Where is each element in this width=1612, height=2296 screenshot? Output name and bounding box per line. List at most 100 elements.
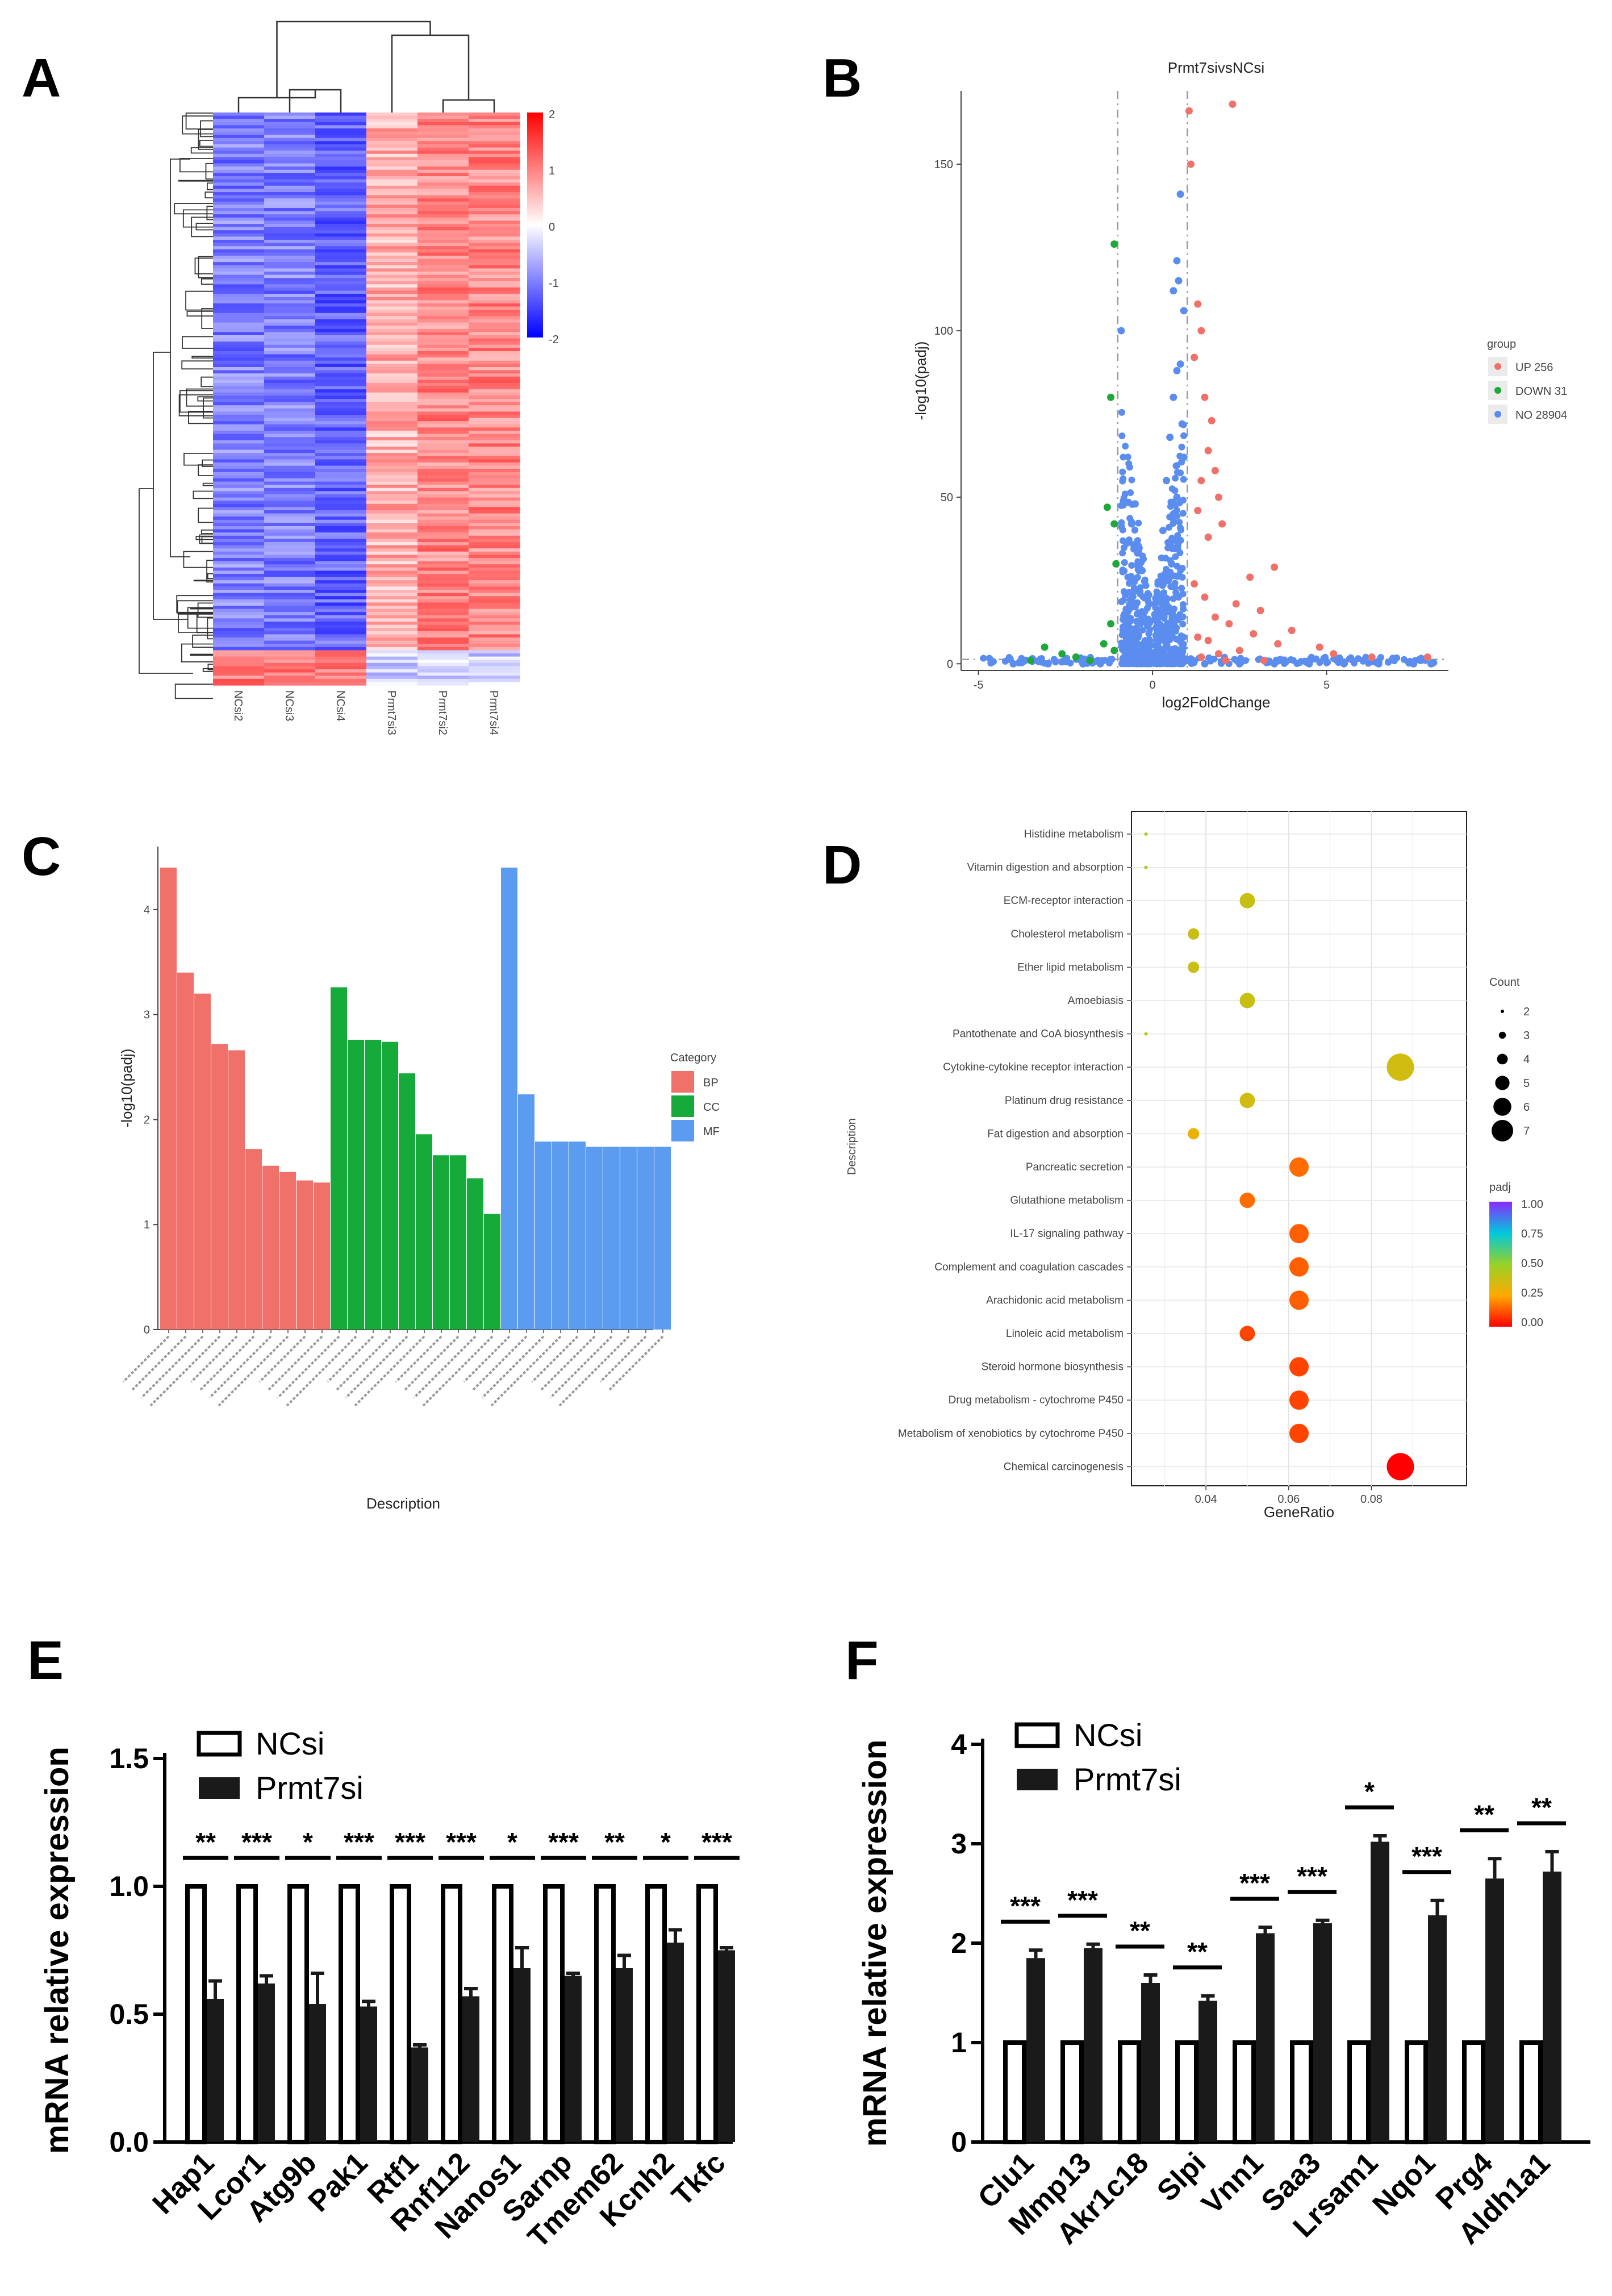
heatmap-cell bbox=[366, 115, 418, 119]
data-point bbox=[1110, 520, 1118, 528]
heatmap-cell bbox=[366, 548, 418, 552]
heatmap-cell bbox=[417, 287, 469, 291]
heatmap-cell bbox=[417, 233, 469, 237]
heatmap-cell bbox=[417, 443, 469, 447]
heatmap-cell bbox=[213, 195, 265, 199]
heatmap-cell bbox=[469, 389, 520, 393]
data-point bbox=[1110, 240, 1118, 248]
row-label: Platinum drug resistance bbox=[1005, 1095, 1124, 1107]
heatmap-cell bbox=[366, 415, 418, 419]
heatmap-cell bbox=[213, 580, 265, 584]
significance-label: *** bbox=[1239, 1868, 1270, 1898]
heatmap-cell bbox=[417, 189, 469, 193]
heatmap-cell bbox=[315, 153, 367, 157]
x-tick-label-rotated bbox=[190, 1335, 238, 1383]
heatmap-cell bbox=[469, 637, 520, 641]
category-label: Tkfc bbox=[666, 2146, 732, 2212]
heatmap-cell bbox=[264, 421, 316, 425]
heatmap-cell bbox=[213, 590, 265, 594]
x-tick-label-rotated bbox=[549, 1335, 613, 1399]
bar-prmt7si bbox=[1313, 1923, 1332, 2142]
heatmap-cell bbox=[366, 653, 418, 657]
heatmap-cell bbox=[366, 593, 418, 597]
heatmap-cell bbox=[315, 332, 367, 336]
heatmap-cell bbox=[213, 373, 265, 377]
heatmap-cell bbox=[469, 284, 520, 288]
point-no bbox=[1255, 656, 1262, 663]
heatmap-cell bbox=[417, 656, 469, 660]
heatmap-cell bbox=[366, 173, 418, 177]
heatmap-cell bbox=[315, 418, 367, 422]
x-tick-label-rotated bbox=[558, 1335, 630, 1407]
heatmap-cell bbox=[315, 131, 367, 135]
point-no bbox=[1418, 655, 1425, 662]
heatmap-cell bbox=[213, 475, 265, 479]
heatmap-cell bbox=[315, 189, 367, 193]
point-no bbox=[1067, 659, 1074, 666]
significance-label: *** bbox=[1010, 1891, 1041, 1920]
heatmap-cell bbox=[264, 364, 316, 368]
heatmap-cell bbox=[469, 185, 520, 189]
heatmap-cell bbox=[264, 622, 316, 626]
point-no bbox=[1277, 656, 1284, 663]
data-point bbox=[1305, 660, 1313, 668]
heatmap-cell bbox=[469, 634, 520, 638]
heatmap-cell bbox=[315, 312, 367, 316]
heatmap-cell bbox=[417, 319, 469, 323]
bar-prmt7si bbox=[1428, 1915, 1447, 2142]
heatmap-cell bbox=[213, 173, 265, 177]
heatmap-cell bbox=[264, 217, 316, 221]
heatmap-cell bbox=[417, 147, 469, 151]
heatmap-cell bbox=[417, 201, 469, 205]
point-no bbox=[1121, 559, 1128, 566]
heatmap-cell bbox=[417, 676, 469, 680]
point-no bbox=[1139, 626, 1146, 634]
point-no bbox=[1172, 474, 1179, 482]
heatmap-cell bbox=[469, 322, 520, 326]
point-no bbox=[1175, 594, 1182, 601]
dot bbox=[1289, 1357, 1309, 1377]
heatmap-cell bbox=[315, 166, 367, 170]
heatmap-cell bbox=[264, 647, 316, 651]
heatmap-cell bbox=[417, 519, 469, 523]
point-no bbox=[1171, 647, 1178, 654]
heatmap-cell bbox=[469, 606, 520, 610]
heatmap-cell bbox=[213, 618, 265, 622]
y-tick-label: 0.5 bbox=[109, 1998, 149, 2030]
bar bbox=[160, 867, 177, 1330]
heatmap-cell bbox=[366, 628, 418, 632]
data-point bbox=[1110, 647, 1118, 655]
heatmap-cell bbox=[315, 402, 367, 406]
heatmap-cell bbox=[417, 424, 469, 428]
point-no bbox=[1126, 580, 1133, 587]
heatmap-cell bbox=[264, 294, 316, 298]
row-label: Cytokine-cytokine receptor interaction bbox=[943, 1061, 1124, 1073]
heatmap-cell bbox=[469, 449, 520, 453]
heatmap-cell bbox=[264, 274, 316, 278]
bar-ncsi bbox=[185, 1884, 207, 2144]
data-point bbox=[1124, 633, 1132, 641]
heatmap-cell bbox=[213, 555, 265, 559]
heatmap-cell bbox=[264, 160, 316, 164]
heatmap-cell bbox=[366, 256, 418, 260]
heatmap-cell bbox=[213, 443, 265, 447]
bar-ncsi bbox=[1003, 2040, 1026, 2144]
heatmap-cell bbox=[469, 344, 520, 348]
heatmap-cell bbox=[264, 596, 316, 600]
heatmap-cell bbox=[366, 666, 418, 670]
significance-label: * bbox=[661, 1827, 671, 1857]
heatmap-cell bbox=[469, 644, 520, 648]
heatmap-cell bbox=[469, 478, 520, 482]
heatmap-cell bbox=[213, 224, 265, 228]
heatmap-cell bbox=[366, 411, 418, 415]
heatmap-cell bbox=[366, 481, 418, 485]
row-label: Arachidonic acid metabolism bbox=[986, 1294, 1124, 1306]
heatmap-cell bbox=[315, 284, 367, 288]
heatmap-cell bbox=[366, 405, 418, 409]
data-point bbox=[1191, 580, 1198, 588]
heatmap-cell bbox=[366, 380, 418, 384]
point-no bbox=[1178, 443, 1185, 451]
heatmap-cell bbox=[469, 189, 520, 193]
heatmap-cell bbox=[213, 624, 265, 628]
heatmap-cell bbox=[213, 516, 265, 520]
